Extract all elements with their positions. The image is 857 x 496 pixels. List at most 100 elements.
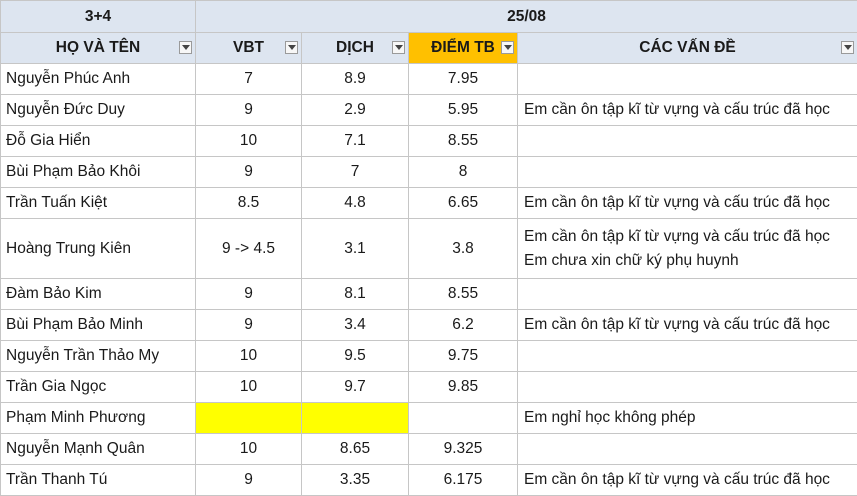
- issues-cell[interactable]: [518, 434, 857, 465]
- dich-score-cell[interactable]: 3.4: [302, 310, 409, 341]
- average-score-cell[interactable]: 9.75: [409, 341, 518, 372]
- column-header-dich-label: DỊCH: [336, 39, 374, 56]
- issues-cell[interactable]: Em cần ôn tập kĩ từ vựng và cấu trúc đã …: [518, 95, 857, 126]
- dich-score-cell[interactable]: 9.5: [302, 341, 409, 372]
- filter-dropdown-icon[interactable]: [392, 41, 405, 54]
- dich-score-cell[interactable]: 2.9: [302, 95, 409, 126]
- student-name-cell[interactable]: Hoàng Trung Kiên: [1, 219, 196, 279]
- average-score-cell[interactable]: 9.85: [409, 372, 518, 403]
- issues-cell[interactable]: Em nghỉ học không phép: [518, 403, 857, 434]
- column-header-name-label: HỌ VÀ TÊN: [56, 39, 140, 56]
- average-score-cell[interactable]: [409, 403, 518, 434]
- average-score-cell[interactable]: 9.325: [409, 434, 518, 465]
- average-score-cell[interactable]: 6.65: [409, 188, 518, 219]
- issue-text: Em cần ôn tập kĩ từ vựng và cấu trúc đã …: [524, 98, 857, 122]
- header-top-row: 3+4 25/08: [1, 1, 857, 33]
- column-header-issues[interactable]: CÁC VẤN ĐỀ: [518, 33, 857, 64]
- column-header-vbt-label: VBT: [233, 39, 264, 56]
- issue-text: Em chưa xin chữ ký phụ huynh: [524, 249, 857, 273]
- dich-score-cell[interactable]: 9.7: [302, 372, 409, 403]
- dich-score-cell[interactable]: 3.35: [302, 465, 409, 496]
- issue-text: Em cần ôn tập kĩ từ vựng và cấu trúc đã …: [524, 191, 857, 215]
- student-name-cell[interactable]: Nguyễn Phúc Anh: [1, 64, 196, 95]
- issues-cell[interactable]: Em cần ôn tập kĩ từ vựng và cấu trúc đã …: [518, 465, 857, 496]
- issues-cell[interactable]: [518, 372, 857, 403]
- filter-dropdown-icon[interactable]: [501, 41, 514, 54]
- student-name-cell[interactable]: Nguyễn Mạnh Quân: [1, 434, 196, 465]
- average-score-cell[interactable]: 7.95: [409, 64, 518, 95]
- vbt-score-cell[interactable]: 10: [196, 434, 302, 465]
- dich-score-cell[interactable]: 8.1: [302, 279, 409, 310]
- dich-score-cell[interactable]: 8.65: [302, 434, 409, 465]
- vbt-score-cell[interactable]: 10: [196, 126, 302, 157]
- student-name-cell[interactable]: Trần Thanh Tú: [1, 465, 196, 496]
- issues-cell[interactable]: [518, 126, 857, 157]
- average-score-cell[interactable]: 8.55: [409, 279, 518, 310]
- student-name-cell[interactable]: Phạm Minh Phương: [1, 403, 196, 434]
- average-score-cell[interactable]: 3.8: [409, 219, 518, 279]
- average-score-cell[interactable]: 8: [409, 157, 518, 188]
- average-score-cell[interactable]: 5.95: [409, 95, 518, 126]
- sort-filter-icon[interactable]: [179, 41, 192, 54]
- vbt-score-cell[interactable]: 9: [196, 310, 302, 341]
- issues-cell[interactable]: Em cần ôn tập kĩ từ vựng và cấu trúc đã …: [518, 188, 857, 219]
- column-header-row: HỌ VÀ TÊN VBT DỊCH ĐIỂM TB: [1, 33, 857, 64]
- vbt-score-cell[interactable]: 9: [196, 465, 302, 496]
- dich-score-cell[interactable]: [302, 403, 409, 434]
- issues-cell[interactable]: Em cần ôn tập kĩ từ vựng và cấu trúc đã …: [518, 310, 857, 341]
- column-header-average[interactable]: ĐIỂM TB: [409, 33, 518, 64]
- average-score-cell[interactable]: 8.55: [409, 126, 518, 157]
- vbt-score-cell[interactable]: [196, 403, 302, 434]
- student-name-cell[interactable]: Trần Tuấn Kiệt: [1, 188, 196, 219]
- vbt-score-cell[interactable]: 9: [196, 95, 302, 126]
- column-header-vbt[interactable]: VBT: [196, 33, 302, 64]
- date-label[interactable]: 25/08: [196, 1, 857, 33]
- class-label[interactable]: 3+4: [1, 1, 196, 33]
- student-name-cell[interactable]: Đỗ Gia Hiển: [1, 126, 196, 157]
- dich-score-cell[interactable]: 4.8: [302, 188, 409, 219]
- issues-cell[interactable]: [518, 157, 857, 188]
- vbt-score-cell[interactable]: 9: [196, 279, 302, 310]
- student-name-cell[interactable]: Nguyễn Trần Thảo My: [1, 341, 196, 372]
- vbt-score-cell[interactable]: 9: [196, 157, 302, 188]
- average-score-cell[interactable]: 6.175: [409, 465, 518, 496]
- issues-cell[interactable]: Em cần ôn tập kĩ từ vựng và cấu trúc đã …: [518, 219, 857, 279]
- issues-cell[interactable]: [518, 341, 857, 372]
- student-name-cell[interactable]: Bùi Phạm Bảo Minh: [1, 310, 196, 341]
- average-score-cell[interactable]: 6.2: [409, 310, 518, 341]
- issues-cell[interactable]: [518, 279, 857, 310]
- column-header-name[interactable]: HỌ VÀ TÊN: [1, 33, 196, 64]
- vbt-score-cell[interactable]: 10: [196, 341, 302, 372]
- vbt-score-cell[interactable]: 8.5: [196, 188, 302, 219]
- student-name-cell[interactable]: Đàm Bảo Kim: [1, 279, 196, 310]
- issue-text: Em cần ôn tập kĩ từ vựng và cấu trúc đã …: [524, 468, 857, 492]
- filter-dropdown-icon[interactable]: [285, 41, 298, 54]
- filter-dropdown-icon[interactable]: [841, 41, 854, 54]
- dich-score-cell[interactable]: 7: [302, 157, 409, 188]
- student-name-cell[interactable]: Trần Gia Ngọc: [1, 372, 196, 403]
- issues-cell[interactable]: [518, 64, 857, 95]
- student-name-cell[interactable]: Nguyễn Đức Duy: [1, 95, 196, 126]
- vbt-score-cell[interactable]: 9 -> 4.5: [196, 219, 302, 279]
- dich-score-cell[interactable]: 7.1: [302, 126, 409, 157]
- dich-score-cell[interactable]: 8.9: [302, 64, 409, 95]
- vbt-score-cell[interactable]: 7: [196, 64, 302, 95]
- dich-score-cell[interactable]: 3.1: [302, 219, 409, 279]
- column-header-dich[interactable]: DỊCH: [302, 33, 409, 64]
- column-header-issues-label: CÁC VẤN ĐỀ: [639, 39, 735, 56]
- table-row: Phạm Minh Phương Em nghỉ học không phép: [1, 403, 857, 434]
- column-header-average-label: ĐIỂM TB: [431, 39, 495, 56]
- student-name-cell[interactable]: Bùi Phạm Bảo Khôi: [1, 157, 196, 188]
- vbt-score-cell[interactable]: 10: [196, 372, 302, 403]
